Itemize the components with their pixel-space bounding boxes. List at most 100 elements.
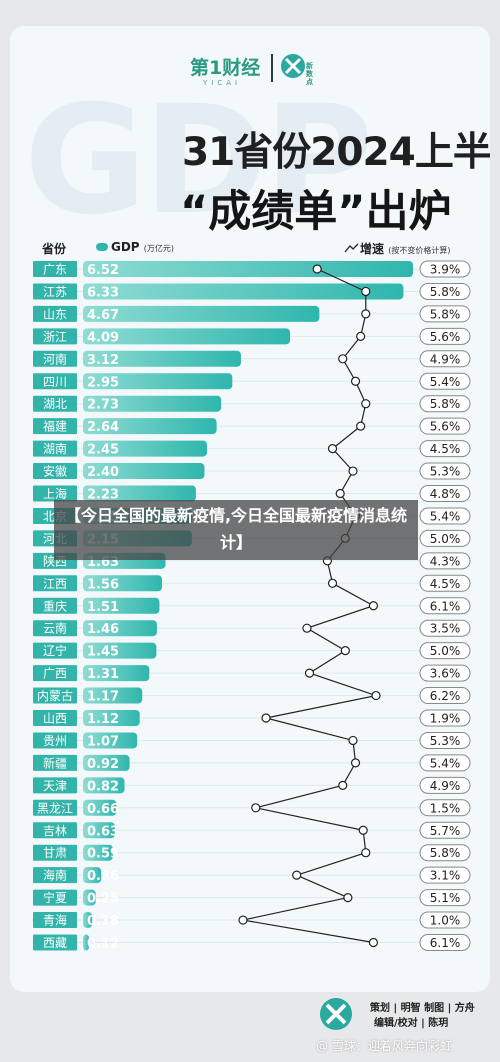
province-label-bg <box>33 350 77 367</box>
province-label: 贵州 <box>43 734 67 748</box>
province-label-bg <box>33 867 77 884</box>
province-label-bg <box>33 305 77 322</box>
growth-point <box>304 668 315 678</box>
province-label: 山西 <box>43 712 67 726</box>
growth-pill <box>419 776 471 794</box>
growth-value-label: 1.0% <box>430 914 461 928</box>
gdp-value-label: 0.66 <box>87 802 119 817</box>
growth-value-label: 4.8% <box>430 487 461 501</box>
gdp-growth-chart: 广东 6.52 3.9% 江苏 6.33 5.8% 山东 4.67 5.8% 浙江 4.09 5.6%… <box>32 260 471 952</box>
growth-value-label: 5.7% <box>430 824 461 838</box>
gdp-value-label: 1.07 <box>87 734 119 749</box>
province-label: 湖北 <box>43 396 67 411</box>
growth-point <box>343 892 353 903</box>
gdp-value-label: 0.59 <box>87 847 119 862</box>
province-label-bg <box>33 934 77 951</box>
province-label-bg <box>33 395 77 412</box>
province-label-bg <box>33 799 77 816</box>
gdp-value-label: 0.92 <box>87 757 119 772</box>
province-label: 西藏 <box>43 936 67 950</box>
growth-pill <box>419 440 471 458</box>
growth-point <box>350 758 361 768</box>
gdp-value-label: 0.36 <box>87 869 119 884</box>
province-label: 河南 <box>43 351 67 366</box>
growth-value-label: 1.5% <box>430 801 461 815</box>
gdp-bar <box>83 305 320 322</box>
gdp-bar <box>83 710 140 726</box>
gdp-bar <box>83 889 96 906</box>
growth-value-label: 5.8% <box>430 846 461 860</box>
growth-pill <box>419 911 471 929</box>
growth-point <box>356 421 366 431</box>
gdp-bar <box>83 844 113 861</box>
growth-value-label: 3.6% <box>430 667 461 681</box>
growth-pill <box>419 574 471 592</box>
province-label: 江西 <box>43 577 67 591</box>
growth-pill <box>419 462 471 480</box>
gdp-bar <box>83 665 150 682</box>
growth-point <box>368 937 379 948</box>
growth-pill <box>419 327 471 345</box>
gdp-value-label: 2.95 <box>87 375 119 390</box>
growth-value-label: 5.6% <box>430 330 461 344</box>
growth-pill <box>419 934 471 951</box>
growth-value-label: 6.1% <box>430 936 461 950</box>
growth-pill <box>419 731 471 749</box>
growth-point <box>251 803 261 813</box>
gdp-value-label: 2.73 <box>87 398 119 413</box>
gdp-bar <box>83 934 90 951</box>
brand-subtitle: YICAI <box>203 79 242 87</box>
gdp-legend-swatch <box>96 243 108 251</box>
growth-pill <box>419 507 471 525</box>
header-growth-note: (按不变价格计算) <box>388 246 451 255</box>
growth-pill <box>419 709 471 727</box>
province-label-bg <box>33 283 77 300</box>
growth-pill <box>419 597 471 615</box>
growth-value-label: 3.9% <box>430 263 461 277</box>
province-label-bg <box>33 328 77 345</box>
overlay-banner: 【今日全国的最新疫情,今日全国最新疫情消息统计】 <box>54 500 418 560</box>
brand-divider <box>271 54 273 82</box>
province-label-bg <box>33 777 77 794</box>
growth-point <box>327 444 338 454</box>
province-label: 湖南 <box>43 441 67 456</box>
growth-value-label: 5.4% <box>430 509 461 523</box>
gdp-value-label: 0.18 <box>87 914 119 929</box>
gdp-value-label: 6.33 <box>87 285 119 300</box>
gdp-bar <box>83 620 157 637</box>
province-label-bg <box>33 463 77 480</box>
gdp-value-label: 2.64 <box>87 420 119 435</box>
footer-credits: 策划 | 明智 制图 | 方舟 编辑/校对 | 陈玥 <box>370 1001 475 1031</box>
gdp-bar <box>83 350 241 367</box>
province-label: 海南 <box>43 868 67 883</box>
province-label-bg <box>33 485 77 502</box>
growth-point <box>261 713 271 723</box>
growth-value-label: 5.6% <box>430 420 461 434</box>
footer-line-2: 编辑/校对 | 陈玥 <box>374 1018 449 1029</box>
growth-point <box>335 488 345 499</box>
gdp-value-label: 0.63 <box>87 824 119 839</box>
title-line-1: 31省份2024上半年 <box>182 130 490 175</box>
province-label: 福建 <box>43 419 67 434</box>
growth-point <box>348 466 358 476</box>
growth-pill <box>419 687 471 705</box>
header-province: 省份 <box>42 242 67 256</box>
growth-value-label: 3.1% <box>430 869 461 883</box>
growth-point <box>368 601 379 611</box>
growth-value-label: 6.2% <box>430 689 461 703</box>
province-label-bg <box>33 665 77 682</box>
gdp-bar <box>83 732 138 749</box>
province-label: 青海 <box>43 913 67 928</box>
growth-pill <box>419 282 471 300</box>
growth-pill <box>419 305 471 323</box>
gdp-value-label: 1.31 <box>87 667 119 682</box>
header-growth-label: 增速 <box>360 242 385 256</box>
province-label: 宁夏 <box>43 890 67 905</box>
header-gdp-label: GDP <box>111 240 140 254</box>
gdp-value-label: 4.67 <box>87 308 119 323</box>
growth-point <box>338 780 348 790</box>
province-label: 江苏 <box>43 285 67 299</box>
xinshudian-logo-icon <box>281 54 305 78</box>
province-label: 新疆 <box>43 755 67 770</box>
growth-value-label: 5.3% <box>430 734 461 748</box>
